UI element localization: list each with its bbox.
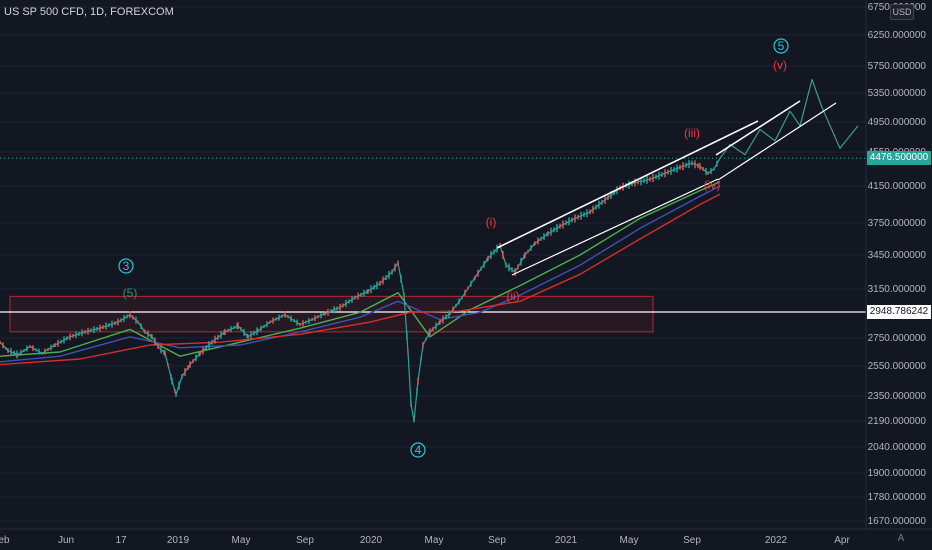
x-tick-label: Sep: [488, 535, 506, 546]
wave-label-circle: [410, 442, 426, 458]
wave-label[interactable]: 4: [410, 442, 426, 458]
y-tick-label: 3750.000000: [868, 218, 927, 229]
x-tick-label: 2022: [765, 535, 788, 546]
y-tick-label: 5750.000000: [868, 61, 927, 72]
projected-upper-trendline[interactable]: [715, 100, 801, 156]
wave-label[interactable]: (5): [123, 286, 138, 300]
wave-label[interactable]: (iii): [684, 126, 700, 140]
y-tick-label: 5350.000000: [868, 88, 927, 99]
wave-label-text: (5): [123, 286, 138, 300]
y-tick-label: 6250.000000: [868, 30, 927, 41]
wave-label[interactable]: 5: [773, 38, 789, 54]
y-tick-label: 2350.000000: [868, 391, 927, 402]
y-tick-label: 1780.000000: [868, 492, 927, 503]
x-tick-label: 2021: [555, 535, 578, 546]
lower-channel-trendline[interactable]: [511, 178, 719, 276]
wave-label[interactable]: (i): [486, 215, 497, 229]
moving-average-fast[interactable]: [0, 181, 721, 357]
y-tick-label: 2190.000000: [868, 416, 927, 427]
wave-label-text: (ii): [506, 289, 519, 303]
projected-lower-trendline[interactable]: [717, 102, 837, 181]
x-tick-label: May: [425, 535, 444, 546]
x-tick-label: May: [232, 535, 251, 546]
wave-label-circle: [118, 258, 134, 274]
moving-average-mid[interactable]: [0, 185, 721, 363]
moving-average-slow[interactable]: [0, 193, 721, 366]
x-tick-label: May: [620, 535, 639, 546]
wave-label[interactable]: (v): [773, 58, 787, 72]
y-tick-label: 1670.000000: [868, 516, 927, 527]
price-level-tag: 2948.786242: [867, 305, 931, 319]
projection-path[interactable]: [719, 78, 859, 159]
y-tick-label: 2040.000000: [868, 442, 927, 453]
current-price-tag: 4476.500000: [867, 151, 931, 165]
support-zone[interactable]: [9, 295, 654, 333]
wave-label-circle: [773, 38, 789, 54]
x-tick-label: Sep: [683, 535, 701, 546]
x-tick-label: eb: [0, 535, 10, 546]
y-tick-label: 2750.000000: [868, 333, 927, 344]
wave-label-text: 4: [415, 443, 422, 457]
wave-label-text: 5: [778, 39, 785, 53]
wave-label-text: 3: [123, 259, 130, 273]
x-tick-label: Apr: [834, 535, 850, 546]
x-tick-label: 2020: [360, 535, 383, 546]
auto-scale-button[interactable]: A: [897, 533, 905, 544]
wave-label[interactable]: (ii): [506, 289, 519, 303]
x-tick-label: 2019: [167, 535, 190, 546]
price-axis[interactable]: [866, 0, 932, 529]
wave-label-text: (v): [773, 58, 787, 72]
y-tick-label: 1900.000000: [868, 468, 927, 479]
y-tick-label: 4150.000000: [868, 181, 927, 192]
wave-label[interactable]: (iv): [704, 178, 721, 192]
wave-label[interactable]: 3: [118, 258, 134, 274]
y-tick-label: 3150.000000: [868, 284, 927, 295]
upper-channel-trendline[interactable]: [496, 120, 759, 249]
time-axis[interactable]: [0, 529, 932, 550]
currency-badge[interactable]: USD: [890, 4, 914, 20]
wave-label-text: (iii): [684, 126, 700, 140]
x-tick-label: Sep: [296, 535, 314, 546]
wave-label-text: (i): [486, 215, 497, 229]
y-tick-label: 2550.000000: [868, 361, 927, 372]
y-tick-label: 3450.000000: [868, 250, 927, 261]
x-tick-label: Jun: [58, 535, 74, 546]
wave-label-text: (iv): [704, 178, 721, 192]
x-tick-label: 17: [115, 535, 127, 546]
y-tick-label: 4950.000000: [868, 117, 927, 128]
chart-title: US SP 500 CFD, 1D, FOREXCOM: [4, 6, 174, 18]
